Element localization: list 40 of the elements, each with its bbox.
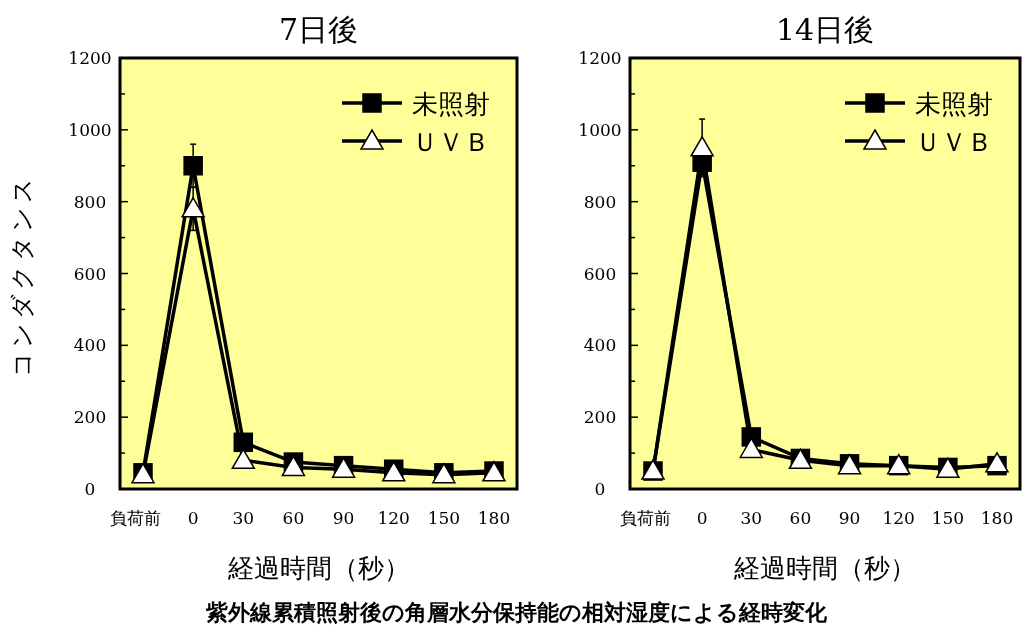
y-tick-label: 400 <box>583 335 617 356</box>
y-tick-label: 800 <box>583 191 617 212</box>
x-axis-title: 経過時間（秒） <box>733 553 916 583</box>
y-axis-title: コンダクタンス <box>8 173 36 377</box>
legend-label: ＵＶＢ <box>412 127 490 157</box>
x-axis-title: 経過時間（秒） <box>226 553 410 583</box>
x-tick-label: 150 <box>931 508 965 528</box>
y-tick-label: 600 <box>583 263 617 284</box>
x-tick-label: 120 <box>882 508 915 528</box>
x-tick-label: 60 <box>789 508 812 528</box>
x-tick-label: 120 <box>377 508 410 528</box>
y-tick-label: 1000 <box>68 119 112 140</box>
y-tick-label: 1200 <box>68 48 112 68</box>
legend-label: 未照射 <box>915 89 993 119</box>
x-tick-label: 150 <box>427 508 461 528</box>
y-tick-label: 1200 <box>578 48 622 68</box>
x-tick-label: 90 <box>332 508 355 528</box>
chart-title: 7日後 <box>278 12 359 47</box>
y-tick-label: 200 <box>73 407 107 428</box>
y-tick-label: 600 <box>73 263 107 284</box>
y-tick-label: 200 <box>583 407 617 428</box>
legend-label: 未照射 <box>412 89 490 119</box>
y-tick-label: 800 <box>73 191 107 212</box>
y-tick-label: 0 <box>84 479 96 499</box>
x-tick-label: 30 <box>232 508 255 528</box>
x-tick-label: 30 <box>740 508 763 528</box>
chart-title: 14日後 <box>775 12 875 47</box>
y-tick-label: 400 <box>73 335 107 356</box>
x-tick-label: 60 <box>282 508 305 528</box>
text: 紫外線累積照射後の角層水分保持能の相対湿度による経時変化 <box>204 599 828 625</box>
x-tick-label: 180 <box>477 508 511 528</box>
x-tick-label: 180 <box>980 508 1014 528</box>
y-tick-label: 0 <box>594 479 606 499</box>
x-tick-label: 0 <box>696 508 708 528</box>
x-tick-label: 負荷前 <box>619 508 671 528</box>
x-tick-label: 0 <box>187 508 199 528</box>
x-tick-label: 90 <box>838 508 861 528</box>
x-tick-label: 負荷前 <box>109 508 161 528</box>
legend-label: ＵＶＢ <box>915 127 993 157</box>
y-tick-label: 1000 <box>578 119 622 140</box>
